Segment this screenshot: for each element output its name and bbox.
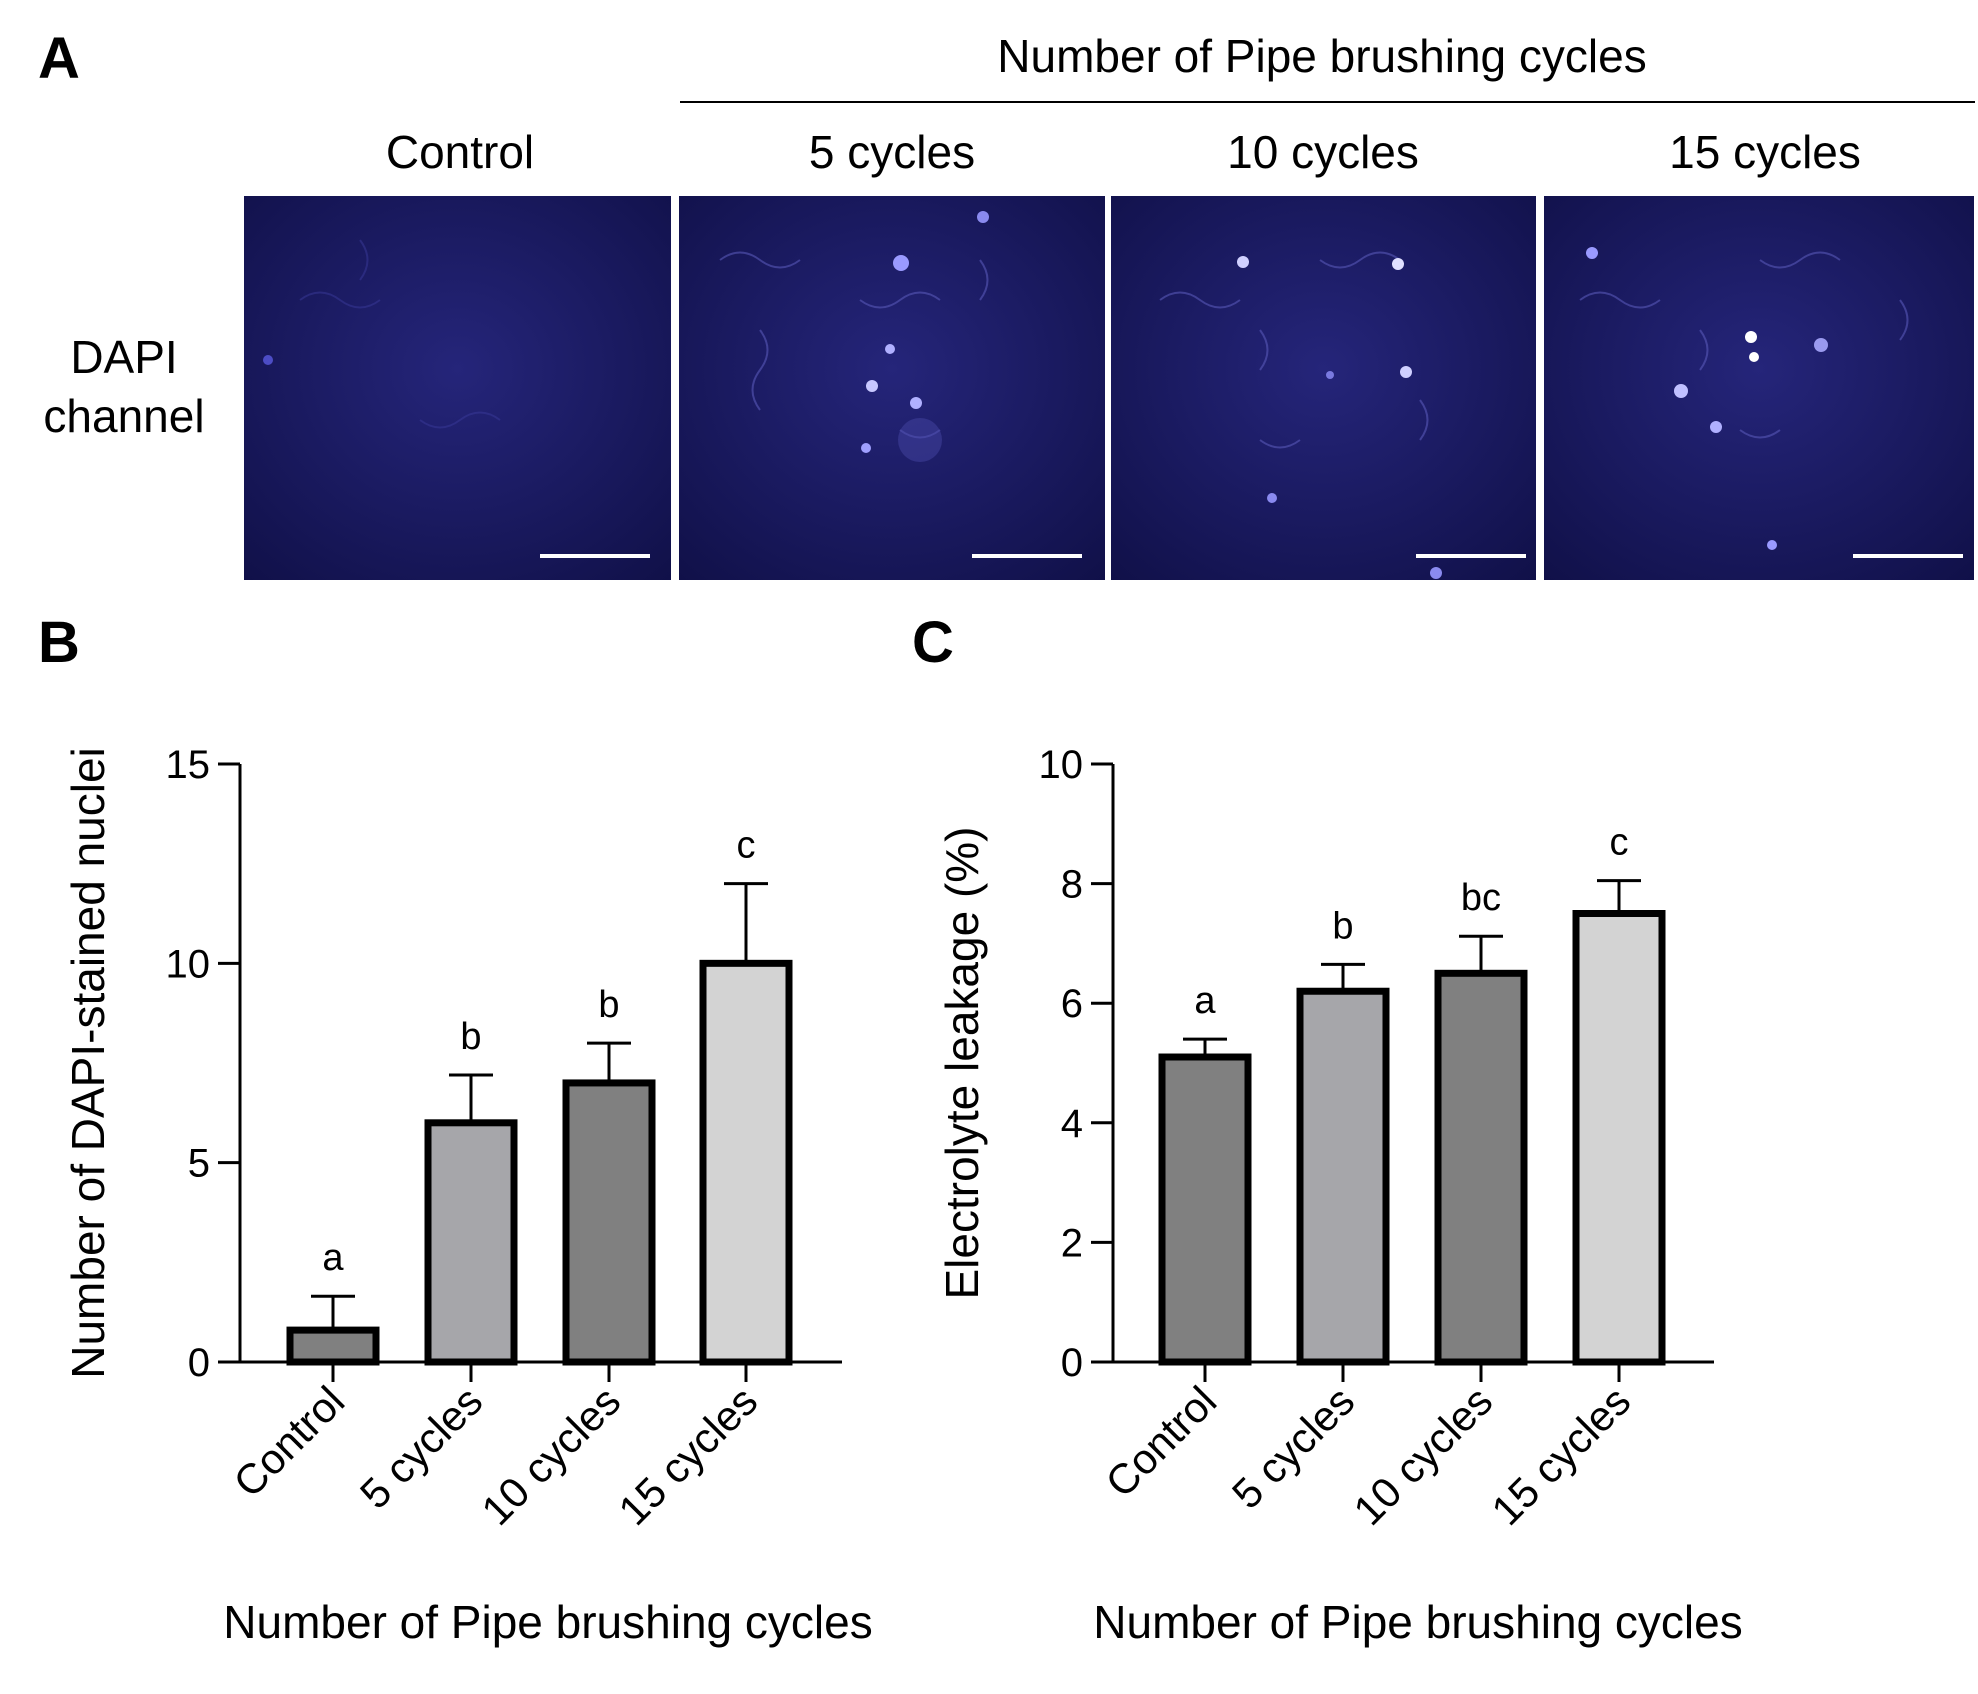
y-tick-label: 0 <box>188 1341 210 1385</box>
row-label-line-2: channel <box>43 390 204 442</box>
micrograph-control <box>244 196 671 580</box>
group-letter: b <box>460 1016 481 1058</box>
bar <box>1158 1053 1252 1366</box>
panel-b-letter: B <box>38 610 80 675</box>
y-tick-label: 15 <box>166 743 211 787</box>
y-tick-label: 6 <box>1061 982 1083 1026</box>
bar <box>1434 969 1528 1366</box>
bar <box>1296 987 1390 1366</box>
group-letter: b <box>1332 905 1353 947</box>
column-label-15-cycles: 15 cycles <box>1669 126 1861 178</box>
group-letter: c <box>737 825 756 867</box>
panel-a-header: Number of Pipe brushing cycles <box>997 30 1646 82</box>
row-label-line-1: DAPI <box>70 331 177 383</box>
x-tick-label: 10 cycles <box>472 1377 629 1534</box>
y-tick-label: 8 <box>1061 863 1083 907</box>
x-tick-label: 10 cycles <box>1344 1377 1501 1534</box>
x-axis-title: Number of Pipe brushing cycles <box>1093 1596 1742 1648</box>
micrograph-10-cycles <box>1111 196 1536 580</box>
group-letter: a <box>322 1237 344 1279</box>
x-tick-label: Control <box>224 1377 353 1506</box>
x-tick-label: 15 cycles <box>1482 1377 1639 1534</box>
x-tick-label: 15 cycles <box>609 1377 766 1534</box>
column-label-5-cycles: 5 cycles <box>809 126 975 178</box>
micrograph-15-cycles <box>1544 196 1974 580</box>
x-axis-title: Number of Pipe brushing cycles <box>223 1596 872 1648</box>
y-tick-label: 4 <box>1061 1102 1083 1146</box>
y-tick-label: 2 <box>1061 1221 1083 1265</box>
bar <box>699 959 793 1366</box>
y-axis-title: Electrolyte leakage (%) <box>936 827 988 1300</box>
y-tick-label: 10 <box>166 942 211 986</box>
bar <box>1572 910 1666 1366</box>
panel-c-letter: C <box>912 610 954 675</box>
group-letter: b <box>598 984 619 1026</box>
micrograph-5-cycles <box>679 196 1105 580</box>
group-letter: a <box>1194 980 1216 1022</box>
column-label-control: Control <box>386 126 534 178</box>
group-letter: bc <box>1461 877 1501 919</box>
y-tick-label: 5 <box>188 1142 210 1186</box>
chart-b: 0 5 10 15 a Control b 5 cycles b 10 cycles c 15 cyc… <box>62 743 873 1648</box>
group-letter: c <box>1610 822 1629 864</box>
x-tick-label: Control <box>1096 1377 1225 1506</box>
bar <box>286 1326 380 1366</box>
y-axis-title: Number of DAPI-stained nuclei <box>62 747 114 1379</box>
bar <box>562 1079 656 1366</box>
x-tick-label: 5 cycles <box>351 1377 492 1518</box>
bar <box>424 1119 518 1366</box>
column-label-10-cycles: 10 cycles <box>1227 126 1419 178</box>
y-tick-label: 0 <box>1061 1341 1083 1385</box>
chart-c: 0 2 4 6 8 10 a Control b 5 cycles bc 10 cycles c 15 c… <box>936 743 1743 1648</box>
x-tick-label: 5 cycles <box>1223 1377 1364 1518</box>
panel-a-letter: A <box>38 26 80 91</box>
y-tick-label: 10 <box>1039 743 1084 787</box>
